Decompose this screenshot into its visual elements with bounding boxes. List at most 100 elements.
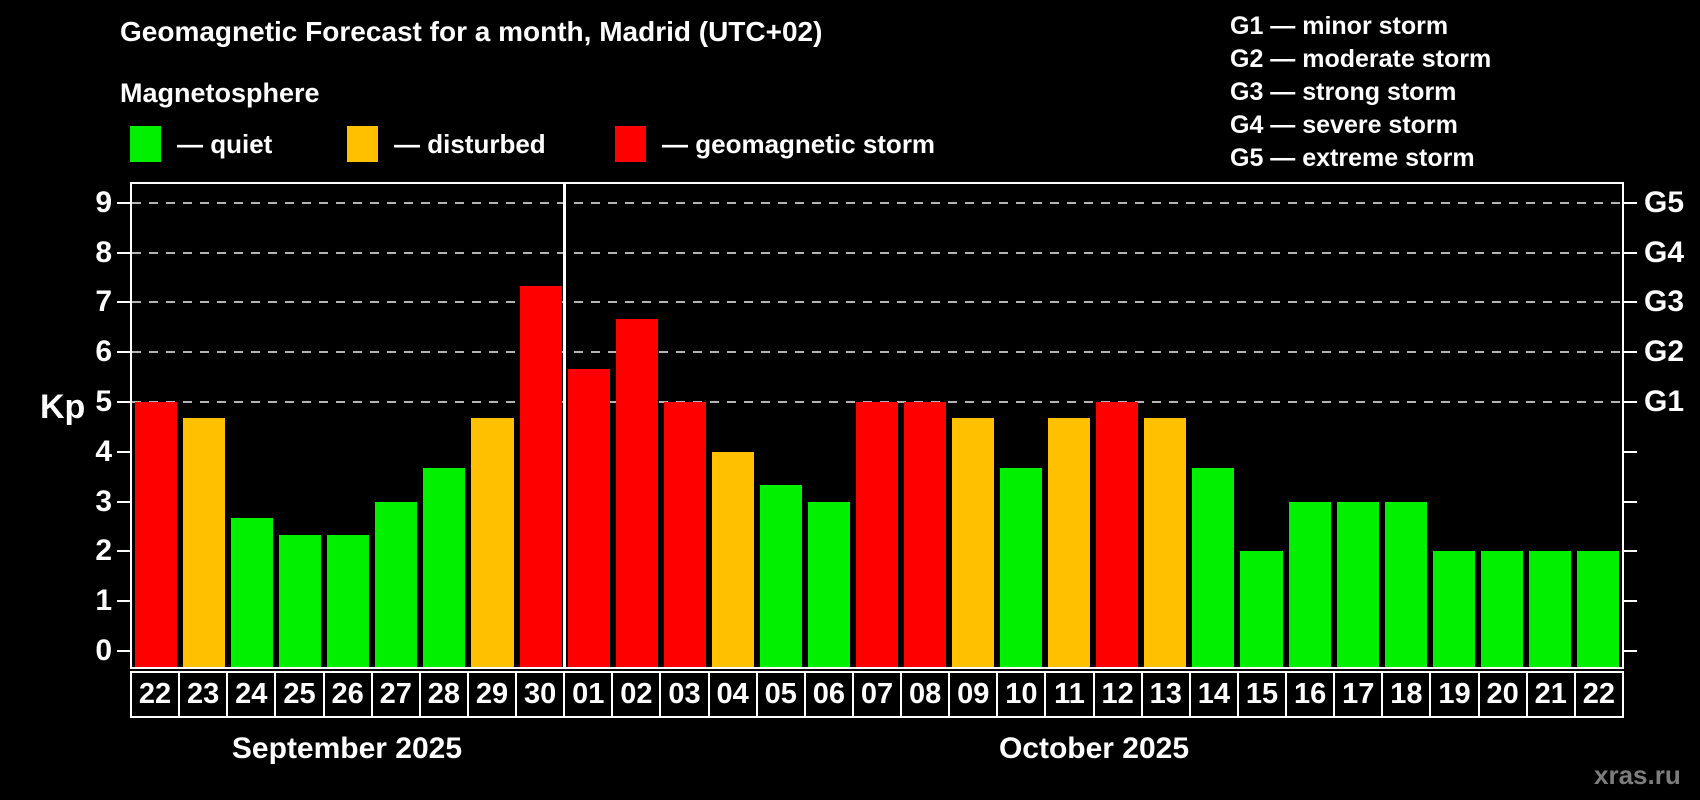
- kp-bar-day-04: [711, 451, 754, 667]
- y-axis-tick-right-5: [1624, 401, 1637, 403]
- day-label: 14: [1190, 673, 1237, 716]
- day-label: 07: [853, 673, 901, 716]
- y-axis-tick-left-0: [117, 650, 130, 652]
- legend-item-disturbed: — disturbed: [347, 124, 546, 164]
- y-axis-label-7: 7: [95, 285, 112, 319]
- day-label: 03: [661, 673, 708, 716]
- x-axis-day-labels: 22 23 24 25 26 27 28 29 30 01 02 03 04 05 06 07 08 09 10 11…: [130, 671, 1624, 718]
- y-axis-tick-right-7: [1624, 301, 1637, 304]
- y-axis-tick-left-8: [117, 251, 130, 254]
- kp-bar-day-17: [1336, 501, 1379, 667]
- quiet-color-swatch: [130, 126, 161, 162]
- month-label-september: September 2025: [231, 732, 463, 765]
- kp-bar-day-30: [519, 285, 562, 667]
- month-label-october: October 2025: [998, 732, 1190, 765]
- y-axis-label-4: 4: [95, 434, 112, 468]
- kp-bar-day-11: [1048, 418, 1091, 667]
- right-axis-label-g1: G1: [1644, 385, 1685, 418]
- gridline-kp6: [132, 351, 1622, 354]
- y-axis-label-2: 2: [95, 534, 112, 568]
- y-axis-tick-right-0: [1624, 650, 1637, 652]
- page-title: Geomagnetic Forecast for a month, Madrid…: [120, 16, 823, 47]
- day-label: 20: [1479, 673, 1526, 716]
- kp-bar-day-26: [327, 534, 370, 667]
- g5-legend-line: G5 — extreme storm: [1230, 144, 1475, 172]
- storm-color-swatch: [615, 126, 646, 162]
- right-axis-label-g4: G4: [1644, 235, 1685, 269]
- day-label: 23: [180, 673, 227, 716]
- day-label: 15: [1238, 673, 1286, 716]
- y-axis-tick-right-1: [1624, 600, 1637, 603]
- day-label: 08: [902, 673, 949, 716]
- y-axis-tick-left-5: [117, 401, 130, 403]
- kp-bar-day-08: [904, 402, 947, 667]
- y-axis-label-3: 3: [95, 484, 112, 518]
- y-axis-label-9: 9: [95, 185, 112, 219]
- kp-bar-day-20: [1480, 551, 1523, 667]
- kp-bar-day-25: [279, 534, 322, 667]
- kp-bar-day-22: [1576, 551, 1619, 667]
- day-label: 06: [805, 673, 852, 716]
- gridline-kp9: [132, 201, 1622, 204]
- kp-bar-day-28: [423, 468, 466, 667]
- y-axis-tick-right-2: [1624, 550, 1637, 553]
- y-axis-label-8: 8: [95, 235, 112, 269]
- gridline-kp7: [132, 301, 1622, 304]
- y-axis-tick-left-9: [117, 201, 130, 204]
- disturbed-color-swatch: [347, 126, 378, 162]
- kp-bar-day-15: [1240, 551, 1283, 667]
- kp-bar-day-23: [183, 418, 226, 667]
- y-axis-tick-left-6: [117, 351, 130, 354]
- kp-bar-day-16: [1288, 501, 1331, 667]
- day-label: 11: [1046, 673, 1093, 716]
- y-axis-tick-left-1: [117, 600, 130, 603]
- day-label: 25: [276, 673, 323, 716]
- day-label: 22: [132, 673, 179, 716]
- month-divider-line: [563, 184, 567, 667]
- day-label: 17: [1335, 673, 1382, 716]
- day-label: 09: [950, 673, 997, 716]
- kp-bar-day-12: [1096, 402, 1139, 667]
- kp-bar-day-22: [135, 402, 178, 667]
- day-label: 01: [565, 673, 612, 716]
- y-axis-title: Kp: [40, 388, 86, 426]
- kp-bar-day-10: [1000, 468, 1043, 667]
- day-label: 27: [372, 673, 419, 716]
- chart-subtitle: Magnetosphere: [120, 78, 320, 108]
- kp-bar-day-02: [615, 318, 658, 667]
- day-label: 10: [998, 673, 1045, 716]
- day-label: 04: [709, 673, 756, 716]
- chart-plot-area: 0 1 2 3 4 5 6 7 8 9 G1 G2 G3 G4 G5: [95, 182, 1684, 669]
- kp-bar-day-18: [1384, 501, 1427, 667]
- day-label: 16: [1287, 673, 1334, 716]
- y-axis-tick-left-2: [117, 550, 130, 553]
- right-axis-label-g5: G5: [1644, 185, 1685, 219]
- day-label: 13: [1142, 673, 1189, 716]
- watermark: xras.ru: [1594, 760, 1681, 790]
- day-label: 21: [1527, 673, 1574, 716]
- kp-bar-day-09: [952, 418, 995, 667]
- y-axis-tick-right-9: [1624, 201, 1637, 204]
- kp-bar-day-01: [567, 368, 610, 667]
- day-label: 18: [1383, 673, 1430, 716]
- kp-bar-day-07: [855, 402, 899, 667]
- kp-bar-day-27: [375, 501, 418, 667]
- day-label: 12: [1094, 673, 1141, 716]
- day-label: 05: [757, 673, 804, 716]
- kp-bar-day-14: [1192, 468, 1235, 667]
- legend-item-quiet: — quiet: [130, 124, 272, 164]
- kp-bar-day-13: [1144, 418, 1187, 667]
- kp-bar-day-19: [1432, 551, 1475, 667]
- g-scale-legend: G1 — minor storm G2 — moderate storm G3 …: [1230, 10, 1491, 175]
- y-axis-tick-left-3: [117, 500, 130, 503]
- day-label: 28: [420, 673, 467, 716]
- y-axis-tick-left-7: [117, 301, 130, 304]
- y-axis-tick-right-6: [1624, 351, 1637, 354]
- legend-label-disturbed: — disturbed: [394, 128, 546, 159]
- g1-legend-line: G1 — minor storm: [1230, 12, 1449, 40]
- right-axis-label-g2: G2: [1644, 335, 1685, 369]
- y-axis-tick-right-8: [1624, 251, 1637, 254]
- legend-label-quiet: — quiet: [177, 128, 273, 159]
- day-label: 29: [468, 673, 516, 716]
- y-axis-tick-right-4: [1624, 450, 1637, 453]
